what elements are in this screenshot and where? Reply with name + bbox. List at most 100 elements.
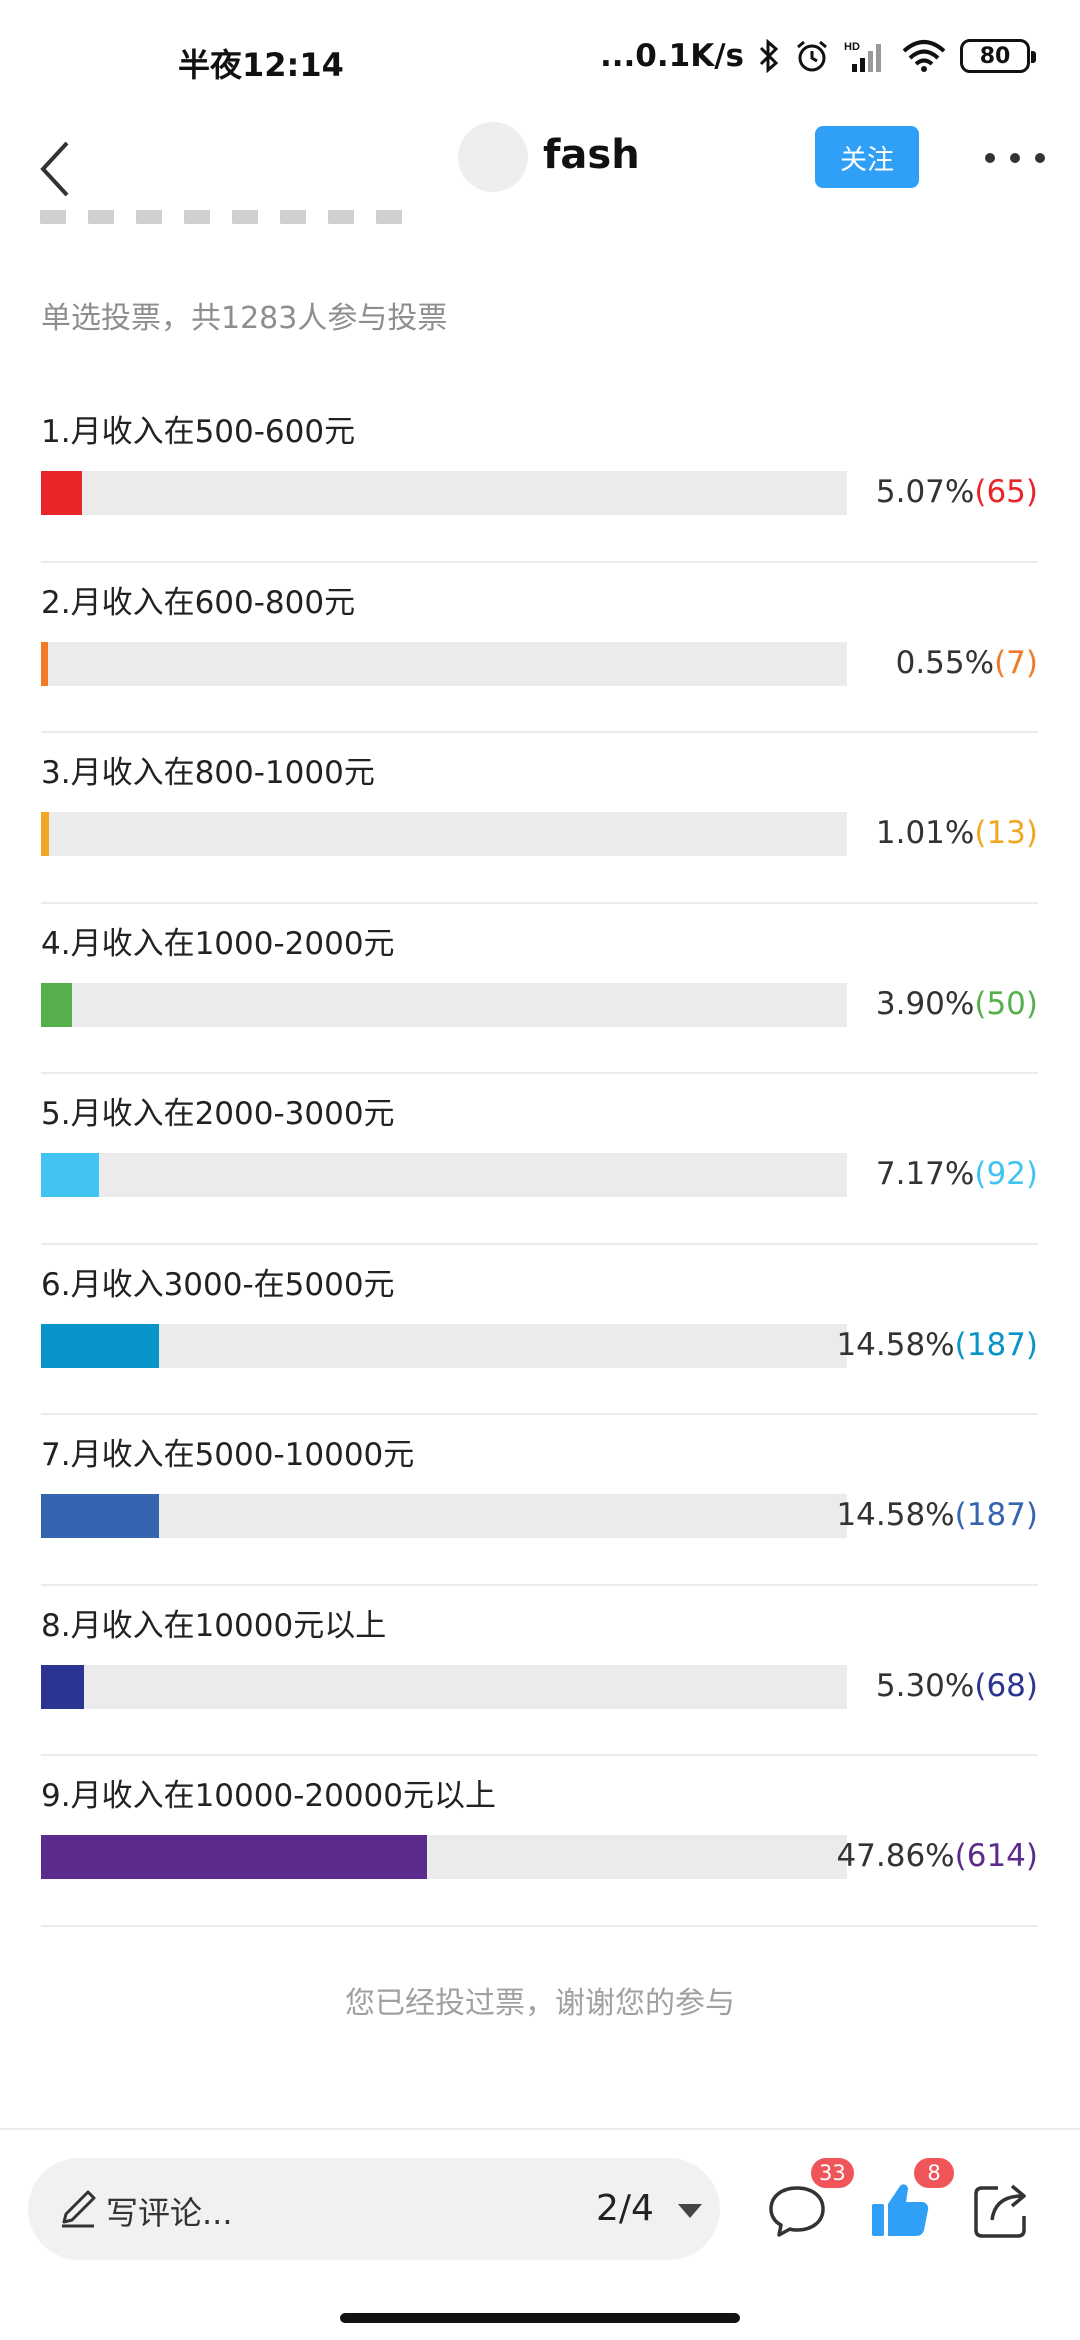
poll-bar-track: [41, 471, 847, 515]
share-button[interactable]: [970, 2178, 1034, 2242]
comment-count-badge: 33: [809, 2156, 856, 2190]
share-icon: [974, 2184, 1026, 2238]
poll-bar-track: [41, 1835, 847, 1879]
bottom-bar: 写评论... 2/4 33 8: [0, 2128, 1080, 2340]
username[interactable]: fash: [543, 132, 640, 178]
more-dots-icon: [985, 153, 995, 163]
network-speed: ...0.1K/s: [599, 38, 744, 74]
poll-option-count: (65): [974, 474, 1038, 510]
poll-option-label: 2.月收入在600-800元: [41, 584, 356, 621]
poll-option: 8.月收入在10000元以上 5.30%(68): [41, 1586, 1038, 1756]
dropdown-caret-icon[interactable]: [678, 2204, 702, 2218]
poll-option: 9.月收入在10000-20000元以上 47.86%(614): [41, 1756, 1038, 1927]
poll-option-percent: 14.58%: [836, 1326, 955, 1363]
poll-bar-track: [41, 1494, 847, 1538]
page-indicator[interactable]: 2/4: [596, 2188, 654, 2229]
follow-button[interactable]: 关注: [815, 126, 919, 188]
poll-bar-fill: [41, 471, 82, 515]
poll-option-count: (50): [974, 985, 1038, 1022]
poll-option-label: 1.月收入在500-600元: [41, 414, 356, 450]
poll-option-label: 7.月收入在5000-10000元: [41, 1437, 415, 1473]
poll-option-percent: 3.90%: [875, 985, 975, 1022]
poll-bar-fill: [41, 1494, 159, 1538]
poll-option-percent: 5.30%: [875, 1667, 975, 1704]
poll-option: 1.月收入在500-600元 5.07%(65): [41, 392, 1038, 563]
poll-bar-track: [41, 1323, 847, 1368]
poll-bar-track: [41, 641, 847, 686]
poll-option-percent: 7.17%: [875, 1156, 975, 1192]
poll-bar-fill: [41, 1323, 159, 1368]
poll-option-label: 3.月收入在800-1000元: [41, 755, 375, 791]
poll-option: 2.月收入在600-800元 0.55%(7): [41, 563, 1038, 733]
poll-option-label: 8.月收入在10000元以上: [41, 1607, 387, 1644]
poll-option-stat: 14.58%(187): [836, 1497, 1038, 1533]
comment-input[interactable]: 写评论... 2/4: [28, 2158, 720, 2260]
poll-option: 6.月收入3000-在5000元 14.58%(187): [41, 1245, 1038, 1415]
status-bar: 半夜12:14 ...0.1K/s HD 80: [0, 0, 1080, 120]
bluetooth-icon: [759, 39, 779, 73]
poll-option-count: (187): [954, 1497, 1038, 1533]
hd-signal-icon: HD: [844, 41, 881, 72]
status-time: 半夜12:14: [178, 46, 344, 84]
voted-note: 您已经投过票，谢谢您的参与: [345, 1986, 735, 2021]
poll-option-stat: 1.01%(13): [876, 815, 1038, 851]
more-button[interactable]: [985, 140, 1045, 176]
pen-icon: [62, 2190, 96, 2228]
poll-options: 1.月收入在500-600元 5.07%(65) 2.月收入在600-800元 0.5…: [41, 392, 1038, 1927]
scrolled-title-remnant: [40, 210, 540, 224]
poll-option-percent: 1.01%: [875, 815, 975, 851]
poll-bar-track: [41, 812, 847, 856]
poll-option-stat: 14.58%(187): [836, 1327, 1038, 1363]
post-header: fash 关注: [0, 112, 1080, 232]
poll-bar-fill: [41, 812, 50, 856]
poll-option-stat: 7.17%(92): [876, 1156, 1038, 1192]
poll-bar-fill: [41, 982, 73, 1027]
poll-option-stat: 47.86%(614): [836, 1838, 1038, 1874]
comment-placeholder: 写评论...: [106, 2194, 233, 2232]
poll-option-percent: 5.07%: [875, 474, 975, 510]
poll-option-stat: 5.30%(68): [876, 1668, 1038, 1704]
poll-option-label: 9.月收入在10000-20000元以上: [41, 1778, 496, 1814]
home-indicator[interactable]: [340, 2313, 740, 2323]
poll-option-stat: 0.55%(7): [896, 645, 1038, 681]
avatar[interactable]: [458, 122, 528, 192]
poll-option-count: (187): [954, 1326, 1038, 1363]
poll-bar-track: [41, 1664, 847, 1709]
poll-summary: 单选投票，共1283人参与投票: [41, 301, 448, 336]
poll-option-label: 5.月收入在2000-3000元: [41, 1096, 395, 1132]
thumbs-up-icon: [872, 2184, 929, 2236]
poll-option-count: (614): [954, 1838, 1038, 1874]
poll-bar-fill: [41, 1153, 99, 1197]
poll-option-count: (7): [994, 644, 1038, 681]
poll-option-percent: 14.58%: [836, 1497, 955, 1533]
poll-option-stat: 3.90%(50): [876, 986, 1038, 1022]
poll-option-count: (68): [974, 1667, 1038, 1704]
alarm-icon: [797, 40, 827, 72]
poll-option-count: (13): [974, 815, 1038, 851]
battery-icon: 80: [960, 39, 1036, 73]
poll-option: 7.月收入在5000-10000元 14.58%(187): [41, 1415, 1038, 1586]
poll-bar-track: [41, 1153, 847, 1197]
svg-text:HD: HD: [844, 41, 860, 53]
poll-option: 3.月收入在800-1000元 1.01%(13): [41, 733, 1038, 904]
wifi-icon: [902, 40, 946, 72]
poll-bar-fill: [41, 641, 48, 686]
poll-bar-fill: [41, 1835, 427, 1879]
battery-level: 80: [979, 43, 1011, 69]
poll-option-label: 4.月收入在1000-2000元: [41, 925, 395, 962]
status-indicators: ...0.1K/s HD 80: [599, 38, 1036, 74]
poll-option-label: 6.月收入3000-在5000元: [41, 1266, 395, 1303]
poll-option-percent: 0.55%: [895, 644, 995, 681]
poll-option-percent: 47.86%: [836, 1838, 955, 1874]
like-count-badge: 8: [912, 2156, 956, 2190]
like-button[interactable]: 8: [868, 2156, 956, 2242]
poll-option-count: (92): [974, 1156, 1038, 1192]
comment-button[interactable]: 33: [765, 2156, 856, 2242]
poll-option: 5.月收入在2000-3000元 7.17%(92): [41, 1074, 1038, 1245]
poll-option: 4.月收入在1000-2000元 3.90%(50): [41, 904, 1038, 1074]
poll-bar-fill: [41, 1664, 84, 1709]
comment-icon: [769, 2186, 825, 2237]
back-arrow-icon: [40, 141, 69, 197]
poll-bar-track: [41, 982, 847, 1027]
back-button[interactable]: [20, 124, 90, 214]
